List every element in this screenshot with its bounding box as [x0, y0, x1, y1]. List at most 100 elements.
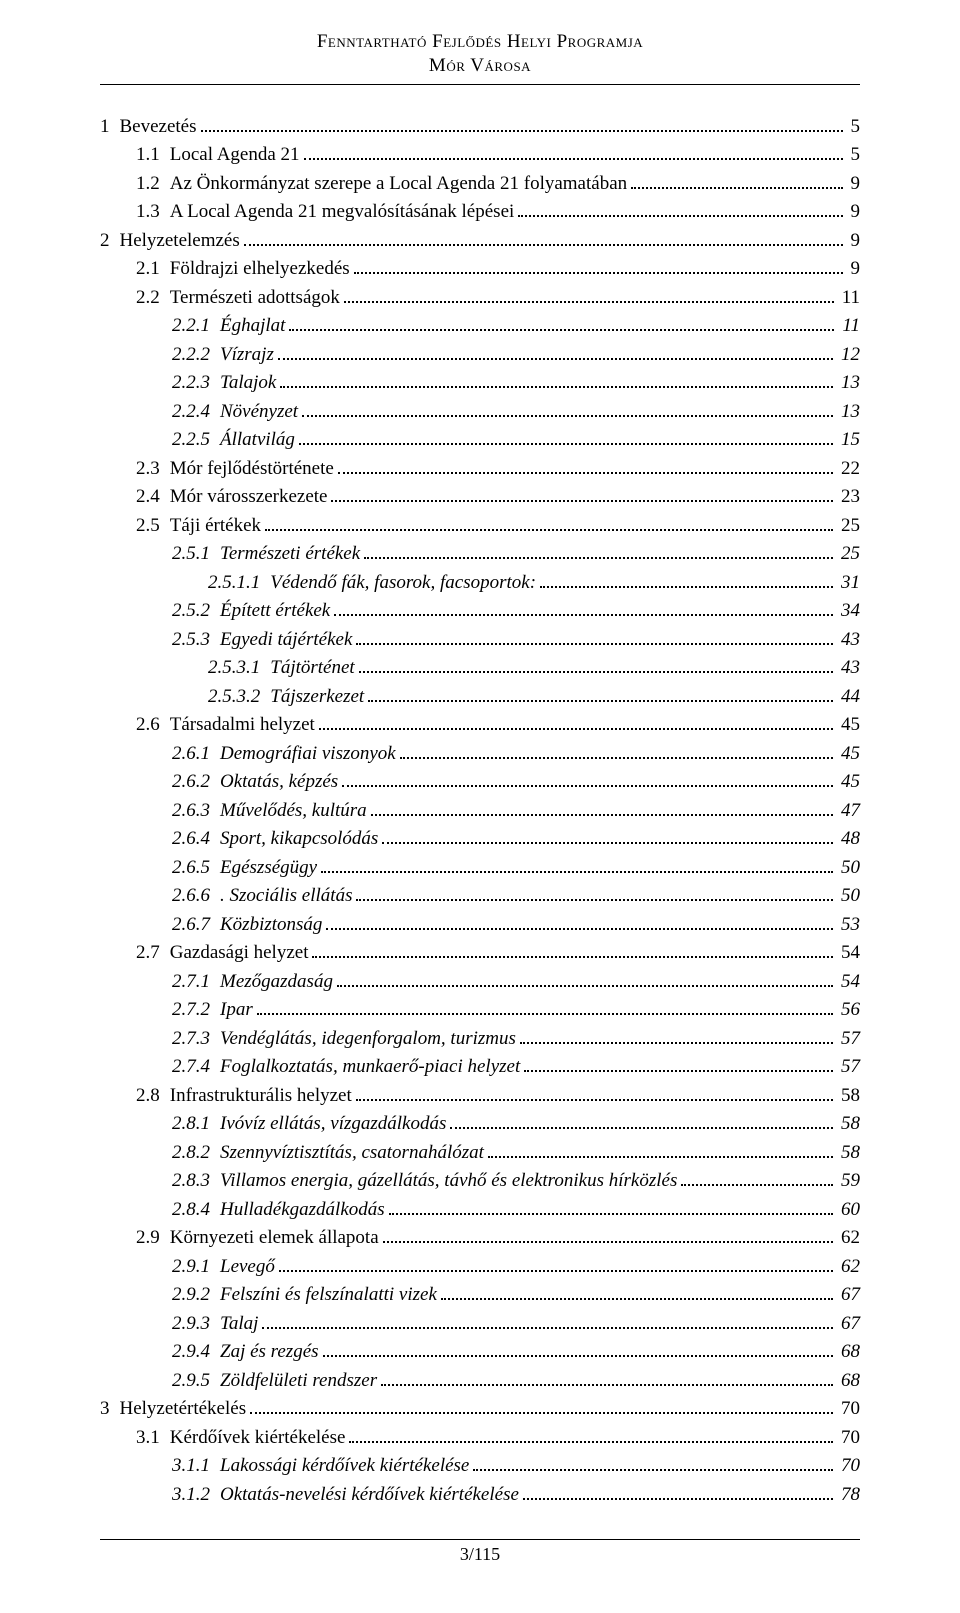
toc-entry: 1Bevezetés5 — [100, 113, 860, 142]
toc-entry-page: 44 — [837, 683, 860, 712]
toc-entry-page: 54 — [837, 968, 860, 997]
toc-entry: 2.6.6. Szociális ellátás50 — [100, 882, 860, 911]
toc-entry: 2.9.5Zöldfelületi rendszer68 — [100, 1367, 860, 1396]
toc-entry: 2.7.3Vendéglátás, idegenforgalom, turizm… — [100, 1025, 860, 1054]
toc-entry-number: 2.8.2 — [172, 1139, 220, 1168]
toc-entry-page: 45 — [837, 768, 860, 797]
toc-entry-title: Hulladékgazdálkodás — [220, 1196, 385, 1225]
toc-entry-title: Infrastrukturális helyzet — [170, 1082, 352, 1111]
toc-entry-title: Védendő fák, fasorok, facsoportok: — [270, 569, 536, 598]
toc-entry-page: 43 — [837, 654, 860, 683]
toc-entry-page: 48 — [837, 825, 860, 854]
toc-entry-page: 58 — [837, 1139, 860, 1168]
toc-entry: 2.6.2Oktatás, képzés45 — [100, 768, 860, 797]
toc-entry: 3Helyzetértékelés70 — [100, 1395, 860, 1424]
toc-entry: 2.1Földrajzi elhelyezkedés9 — [100, 255, 860, 284]
toc-entry-page: 11 — [838, 312, 860, 341]
toc-entry-number: 3 — [100, 1395, 120, 1424]
toc-leader-dots — [299, 428, 833, 445]
toc-entry-number: 3.1.1 — [172, 1452, 220, 1481]
toc-entry-page: 54 — [837, 939, 860, 968]
toc-leader-dots — [344, 285, 834, 302]
toc-entry-number: 2.4 — [136, 483, 170, 512]
toc-leader-dots — [359, 656, 833, 673]
toc-entry: 2.7.2Ipar56 — [100, 996, 860, 1025]
toc-entry: 2.7.1Mezőgazdaság54 — [100, 968, 860, 997]
toc-entry-title: Zöldfelületi rendszer — [220, 1367, 377, 1396]
toc-entry-number: 2.2.2 — [172, 341, 220, 370]
toc-entry-title: Az Önkormányzat szerepe a Local Agenda 2… — [170, 170, 627, 199]
toc-leader-dots — [400, 741, 833, 758]
toc-entry-number: 2.9.1 — [172, 1253, 220, 1282]
toc-entry-page: 67 — [837, 1310, 860, 1339]
toc-entry-number: 2.9.5 — [172, 1367, 220, 1396]
toc-entry-page: 60 — [837, 1196, 860, 1225]
toc-leader-dots — [262, 1311, 833, 1328]
toc-leader-dots — [278, 342, 833, 359]
toc-entry-page: 62 — [837, 1253, 860, 1282]
toc-entry-number: 2.7.3 — [172, 1025, 220, 1054]
toc-entry-title: Állatvilág — [220, 426, 295, 455]
toc-entry: 2.7.4Foglalkoztatás, munkaerő-piaci hely… — [100, 1053, 860, 1082]
toc-entry: 2.8.3Villamos energia, gázellátás, távhő… — [100, 1167, 860, 1196]
toc-entry: 2.5.3.2Tájszerkezet44 — [100, 683, 860, 712]
toc-entry: 2.2.5Állatvilág 15 — [100, 426, 860, 455]
toc-leader-dots — [518, 200, 842, 217]
toc-entry: 2.6.3Művelődés, kultúra47 — [100, 797, 860, 826]
toc-entry-title: Felszíni és felszínalatti vizek — [220, 1281, 437, 1310]
toc-entry-number: 3.1.2 — [172, 1481, 220, 1510]
toc-entry-number: 2.5.3.1 — [208, 654, 270, 683]
toc-entry: 2.9.3Talaj67 — [100, 1310, 860, 1339]
toc-entry-number: 2.5.1 — [172, 540, 220, 569]
toc-leader-dots — [520, 1026, 833, 1043]
toc-entry-page: 22 — [837, 455, 860, 484]
toc-entry-title: Oktatás-nevelési kérdőívek kiértékelése — [220, 1481, 519, 1510]
toc-entry-page: 43 — [837, 626, 860, 655]
toc-entry-page: 50 — [837, 854, 860, 883]
toc-entry: 2.3Mór fejlődéstörténete22 — [100, 455, 860, 484]
page: Fenntartható Fejlődés Helyi Programja Mó… — [0, 0, 960, 1613]
toc-entry-page: 59 — [837, 1167, 860, 1196]
toc-entry-number: 2.2.5 — [172, 426, 220, 455]
toc-leader-dots — [382, 827, 833, 844]
toc-leader-dots — [321, 855, 833, 872]
toc-entry-number: 2.5.1.1 — [208, 569, 270, 598]
toc-entry-title: Művelődés, kultúra — [220, 797, 367, 826]
toc-leader-dots — [279, 1254, 833, 1271]
toc-entry-page: 45 — [837, 711, 860, 740]
toc-entry: 2.8.1Ivóvíz ellátás, vízgazdálkodás58 — [100, 1110, 860, 1139]
toc-entry-title: Tájszerkezet — [270, 683, 364, 712]
toc-entry-title: Vendéglátás, idegenforgalom, turizmus — [220, 1025, 516, 1054]
toc-entry: 1.1Local Agenda 215 — [100, 141, 860, 170]
toc-entry-title: Szennyvíztisztítás, csatornahálózat — [220, 1139, 484, 1168]
toc-leader-dots — [342, 770, 833, 787]
toc-entry-page: 25 — [837, 512, 860, 541]
toc-entry-number: 2.9.2 — [172, 1281, 220, 1310]
toc-entry: 2.6.4Sport, kikapcsolódás48 — [100, 825, 860, 854]
toc-entry: 2.8.4Hulladékgazdálkodás60 — [100, 1196, 860, 1225]
toc-entry-number: 2.6.6 — [172, 882, 220, 911]
toc-entry-title: Táji értékek — [170, 512, 261, 541]
toc-leader-dots — [356, 1083, 833, 1100]
toc-entry-number: 2.9.3 — [172, 1310, 220, 1339]
toc-leader-dots — [334, 599, 833, 616]
toc-entry-number: 2.2.1 — [172, 312, 220, 341]
toc-entry-number: 2.2 — [136, 284, 170, 313]
toc-entry: 1.3A Local Agenda 21 megvalósításának lé… — [100, 198, 860, 227]
toc-leader-dots — [304, 143, 843, 160]
toc-entry-title: Épített értékek — [220, 597, 330, 626]
toc-entry: 2.2Természeti adottságok11 — [100, 284, 860, 313]
toc-entry: 2.5.3Egyedi tájértékek43 — [100, 626, 860, 655]
toc-entry-page: 13 — [837, 398, 860, 427]
toc-entry-number: 2.8 — [136, 1082, 170, 1111]
toc-leader-dots — [371, 798, 833, 815]
toc-entry-page: 15 — [837, 426, 860, 455]
toc-leader-dots — [356, 627, 833, 644]
toc-leader-dots — [381, 1368, 833, 1385]
toc-leader-dots — [524, 1055, 833, 1072]
toc-entry-page: 68 — [837, 1338, 860, 1367]
toc-entry-number: 2.6.1 — [172, 740, 220, 769]
toc-entry: 1.2Az Önkormányzat szerepe a Local Agend… — [100, 170, 860, 199]
toc-leader-dots — [326, 912, 833, 929]
toc-entry: 2.9.1Levegő62 — [100, 1253, 860, 1282]
